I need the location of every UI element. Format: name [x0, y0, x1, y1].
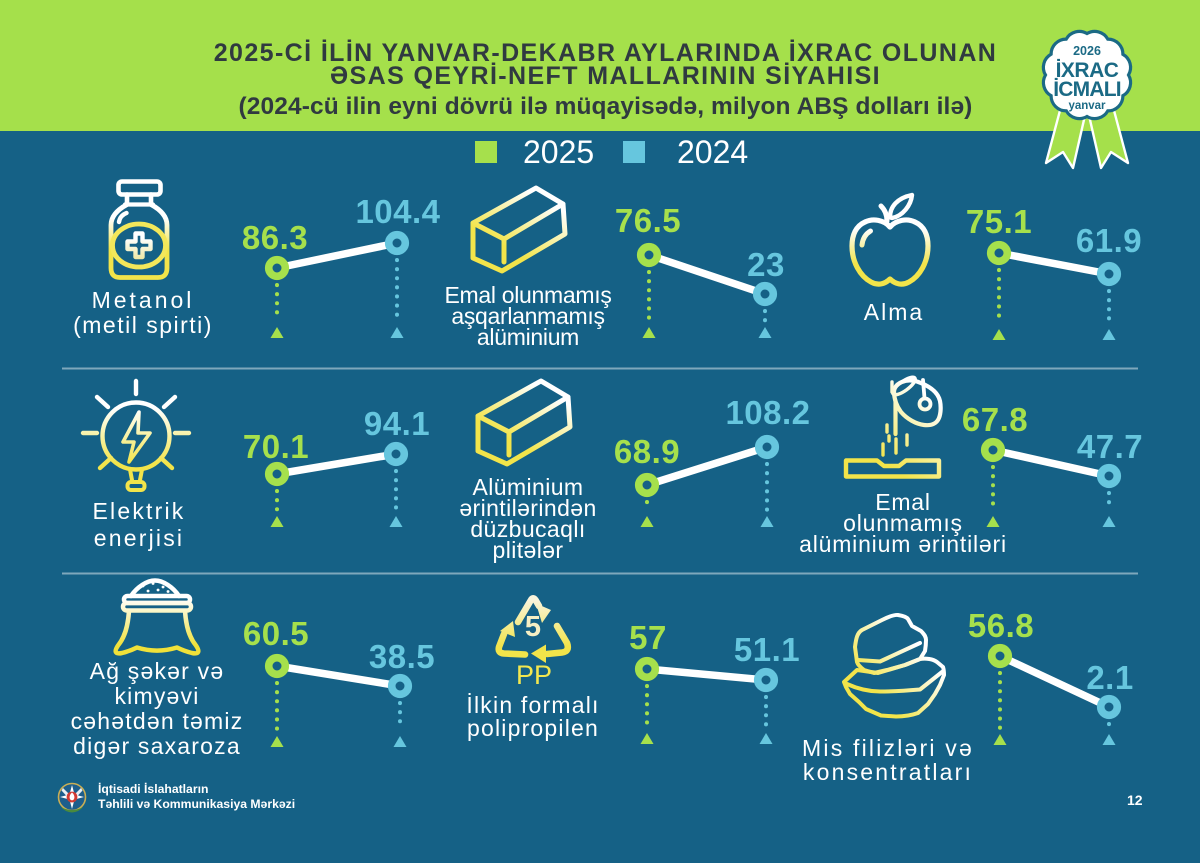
svg-text:yanvar: yanvar: [1068, 100, 1106, 112]
svg-text:2026: 2026: [1073, 44, 1101, 58]
svg-text:İXRAC: İXRAC: [1056, 59, 1119, 82]
svg-text:İCMALI: İCMALI: [1053, 78, 1121, 101]
